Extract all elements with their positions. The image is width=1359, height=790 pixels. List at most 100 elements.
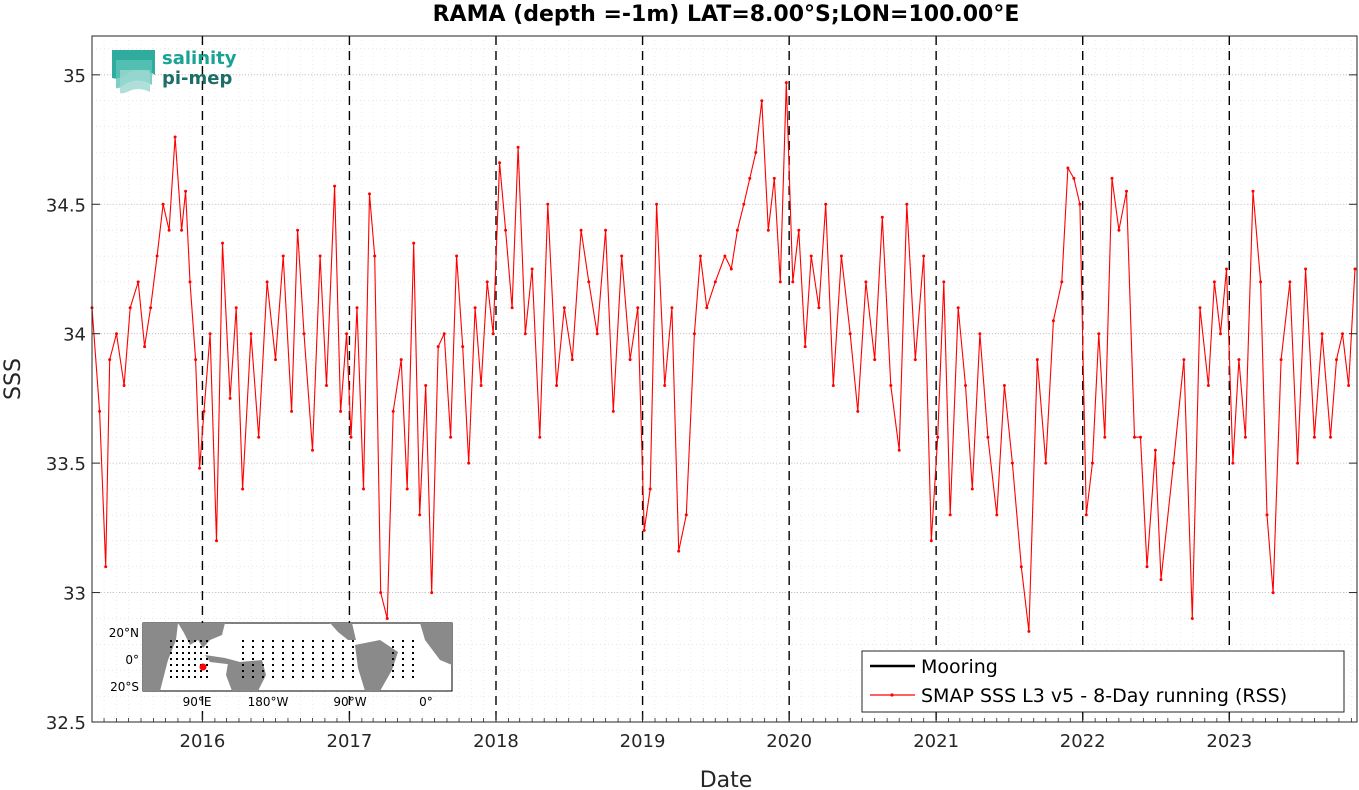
data-point (964, 384, 967, 387)
data-point (405, 487, 409, 491)
data-point (684, 513, 688, 517)
inset-map-dot (312, 652, 314, 654)
inset-map-dot (194, 646, 196, 648)
data-point (723, 254, 727, 258)
data-point (784, 81, 788, 85)
data-point (1237, 358, 1241, 362)
data-point (333, 184, 337, 188)
data-point (922, 254, 926, 258)
data-point (642, 528, 646, 532)
chart-title: RAMA (depth =-1m) LAT=8.00°S;LON=100.00°… (433, 2, 1020, 27)
inset-map-dot (352, 670, 354, 672)
data-point (1265, 513, 1269, 517)
data-point (461, 345, 465, 349)
data-point (1335, 358, 1338, 362)
year-divider-lines (201, 36, 1230, 722)
x-axis-label: Date (700, 768, 753, 790)
inset-map-dot (200, 640, 202, 642)
legend-swatch-smap-marker (890, 693, 894, 697)
inset-map-dot (262, 670, 264, 672)
data-point (249, 332, 253, 336)
salinity-pimep-logo: salinity pi-mep (112, 48, 237, 94)
inset-map-land-indonesia (205, 655, 240, 665)
data-point (956, 306, 960, 310)
data-point (498, 161, 502, 165)
data-point (1139, 435, 1142, 439)
data-point (1288, 280, 1292, 284)
data-point (1153, 448, 1157, 452)
data-point (208, 332, 212, 336)
inset-map-dot (412, 670, 414, 672)
inset-map-dot (302, 664, 304, 666)
inset-map-dot (312, 646, 314, 648)
data-point (817, 306, 821, 310)
data-point (889, 384, 893, 387)
inset-map-dot (352, 664, 354, 666)
inset-map-dot (342, 646, 344, 648)
data-point (1066, 166, 1070, 170)
inset-map-dot (332, 640, 334, 642)
inset-map-dot (282, 646, 284, 648)
y-tick-label: 32.5 (46, 713, 86, 734)
inset-map-dot (302, 658, 304, 660)
data-point (188, 280, 192, 284)
inset-map-dot (322, 640, 324, 642)
inset-map-dot (200, 670, 202, 672)
inset-map-dot (170, 658, 172, 660)
data-point (1312, 435, 1316, 439)
data-point (180, 228, 184, 232)
data-point (523, 332, 527, 336)
inset-map-dot (392, 640, 394, 642)
inset-map-dot (252, 670, 254, 672)
inset-map-dot (322, 652, 324, 654)
inset-map-dot (194, 676, 196, 678)
data-point (430, 591, 434, 595)
data-point (1044, 461, 1048, 465)
inset-map: 20°N 0° 20°S 90°E 180°W 90°W 0° (109, 622, 453, 709)
data-point (339, 409, 343, 413)
inset-map-dot (252, 652, 254, 654)
data-point (692, 332, 696, 336)
data-point (412, 241, 416, 245)
data-point (1329, 435, 1332, 439)
inset-map-dot (292, 640, 294, 642)
data-point (1103, 435, 1107, 439)
data-point (1212, 280, 1216, 284)
y-tick-label: 33.5 (46, 454, 86, 475)
data-point (98, 409, 102, 413)
data-point (479, 384, 483, 387)
inset-map-dot (332, 658, 334, 660)
data-point (873, 358, 877, 362)
data-point (760, 99, 764, 103)
data-point (670, 306, 674, 310)
data-point (215, 539, 218, 543)
data-point (1117, 228, 1121, 232)
data-point (856, 409, 860, 413)
data-point (128, 306, 132, 310)
data-point (467, 461, 471, 465)
inset-map-dot (170, 676, 172, 678)
data-point (368, 192, 371, 196)
data-point (1019, 565, 1023, 569)
data-point (986, 435, 990, 439)
inset-map-dot (272, 670, 274, 672)
inset-map-dot (302, 670, 304, 672)
inset-map-dot (182, 664, 184, 666)
data-point (1072, 176, 1076, 180)
inset-map-dot (206, 670, 208, 672)
inset-map-land-westafrica (420, 623, 452, 665)
inset-map-lon-label-90w: 90°W (333, 695, 366, 709)
data-point (530, 267, 534, 271)
inset-map-dot (352, 676, 354, 678)
data-point (442, 332, 446, 336)
inset-map-dot (194, 640, 196, 642)
data-point (803, 345, 807, 349)
inset-map-dot (282, 640, 284, 642)
data-point (1279, 358, 1283, 362)
data-point (418, 513, 422, 517)
inset-map-dot (176, 646, 178, 648)
inset-map-dot (170, 664, 172, 666)
data-point (510, 306, 514, 310)
x-tick-label: 2020 (766, 731, 812, 752)
data-point (797, 228, 801, 232)
